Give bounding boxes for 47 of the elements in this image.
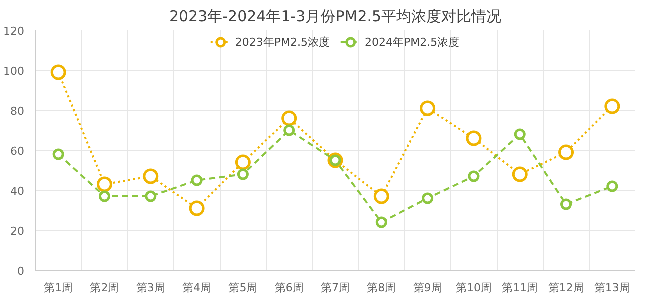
point <box>374 188 390 204</box>
point <box>235 154 251 170</box>
legend-label: 2024年PM2.5浓度 <box>365 34 460 50</box>
y-tick-label: 0 <box>18 265 24 278</box>
point <box>512 166 528 182</box>
point <box>191 174 203 186</box>
x-tick-label: 第8周 <box>367 282 396 294</box>
x-tick-label: 第12周 <box>548 282 584 294</box>
point <box>189 200 205 216</box>
point <box>466 130 482 146</box>
x-tick-label: 第13周 <box>594 282 630 294</box>
x-tick-label: 第9周 <box>413 282 442 294</box>
x-tick-label: 第10周 <box>456 282 492 294</box>
x-tick-label: 第3周 <box>136 282 166 294</box>
y-tick-label: 80 <box>10 105 25 118</box>
x-tick-label: 第6周 <box>274 282 304 294</box>
x-tick-label: 第5周 <box>228 282 258 294</box>
point <box>606 180 618 192</box>
x-tick-label: 第11周 <box>502 282 538 294</box>
x-tick-label: 第1周 <box>44 282 74 294</box>
point <box>237 168 249 180</box>
point <box>468 170 480 182</box>
point <box>143 168 159 184</box>
point <box>52 148 64 160</box>
x-tick-label: 第4周 <box>182 282 212 294</box>
y-tick-label: 100 <box>4 65 25 78</box>
point <box>558 144 574 160</box>
point <box>376 216 388 228</box>
chart-title: 2023年-2024年1-3月份PM2.5平均浓度对比情况 <box>169 8 502 26</box>
y-tick-label: 60 <box>10 145 25 158</box>
legend-label: 2023年PM2.5浓度 <box>235 34 330 50</box>
point <box>96 176 112 192</box>
point <box>50 64 66 80</box>
point <box>422 192 434 204</box>
point <box>284 124 296 136</box>
y-tick-label: 120 <box>4 25 25 38</box>
y-tick-label: 20 <box>10 225 25 238</box>
y-tick-label: 40 <box>10 185 25 198</box>
point <box>560 198 572 210</box>
point <box>282 110 298 126</box>
x-tick-label: 第2周 <box>90 282 120 294</box>
point <box>98 190 110 202</box>
point <box>604 98 620 114</box>
point <box>145 190 157 202</box>
point <box>514 128 526 140</box>
x-tick-label: 第7周 <box>321 282 350 294</box>
point <box>420 100 436 116</box>
